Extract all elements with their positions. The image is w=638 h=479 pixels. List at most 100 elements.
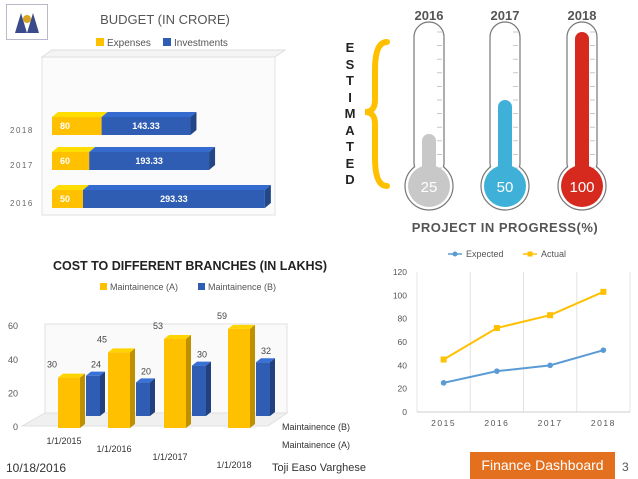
thermometer-year: 2018 (568, 8, 597, 23)
bar-top (58, 373, 85, 378)
legend-marker (452, 251, 458, 257)
data-point (440, 356, 447, 363)
bar-top (86, 371, 105, 376)
estimated-letter: E (345, 40, 355, 55)
estimated-letter: E (345, 155, 355, 171)
legend-label: Actual (541, 249, 566, 259)
bar-top (52, 147, 96, 152)
data-label: 45 (97, 334, 107, 344)
estimated-letter: I (348, 89, 352, 105)
data-label: 30 (47, 360, 57, 370)
x-tick-label: 1/1/2016 (96, 444, 131, 454)
y-tick-label: 0 (13, 422, 18, 432)
bar-side (206, 361, 211, 416)
bar-top (101, 112, 197, 117)
legend-swatch (100, 283, 107, 290)
y-tick-label: 120 (393, 267, 407, 277)
bar-top (108, 348, 135, 353)
y-tick-label: 40 (398, 360, 408, 370)
x-tick-label: 2017 (538, 418, 563, 428)
bar-top (192, 361, 211, 366)
data-point (440, 380, 447, 386)
bar-top (52, 112, 108, 117)
x-tick-label: 1/1/2017 (152, 452, 187, 462)
bar (52, 117, 102, 135)
bar (89, 152, 210, 170)
page-number: 3 (622, 460, 629, 474)
chart-wall-top (40, 49, 287, 58)
legend-label: Expected (466, 249, 504, 259)
category-label: 2017 (10, 161, 34, 170)
data-point (600, 347, 607, 353)
thermometer-year: 2017 (491, 8, 520, 23)
footer-date: 10/18/2016 (6, 461, 67, 475)
data-label: 193.33 (135, 156, 163, 166)
data-label: 20 (141, 366, 151, 376)
depth-label: Maintainence (A) (282, 440, 350, 450)
data-point (494, 368, 500, 374)
bar (136, 382, 150, 416)
estimated-letter: D (345, 172, 355, 187)
bar (108, 352, 130, 428)
legend-label: Maintainence (A) (110, 282, 178, 292)
y-tick-label: 40 (8, 355, 18, 365)
legend-marker (527, 251, 533, 257)
legend-swatch (163, 38, 171, 46)
thermometer-bulb (484, 165, 526, 207)
project-progress-chart: Expected Actual 0 20 40 60 80 100 120 2015 2016 201… (393, 249, 631, 428)
thermometer-chart: 2016 25 2017 50 2018 100 PROJECT IN PROGRESS(%… (364, 8, 607, 235)
bar-side (264, 185, 271, 208)
x-tick-label: 2015 (431, 418, 456, 428)
x-tick-label: 1/1/2018 (216, 460, 251, 470)
data-point (547, 362, 553, 369)
bar-top (83, 185, 271, 190)
data-label: 293.33 (160, 194, 188, 204)
bar (58, 377, 80, 428)
bar-side (100, 371, 105, 416)
chart-title: PROJECT IN PROGRESS(%) (412, 220, 599, 235)
bar-top (164, 334, 191, 339)
data-label: 59 (217, 311, 227, 321)
estimated-letter: S (345, 56, 355, 72)
data-label: 30 (197, 350, 207, 360)
thermometer-bulb (408, 165, 450, 207)
bar-side (250, 324, 255, 428)
chart-title: BUDGET (IN CRORE) (100, 12, 230, 27)
legend-swatch (96, 38, 104, 46)
thermometer-bulb (561, 165, 603, 207)
legend-label: Investments (174, 38, 228, 49)
footer-author: Toji Easo Varghese (272, 462, 366, 474)
bar (101, 117, 191, 135)
estimated-letter: T (346, 73, 354, 88)
bar (228, 328, 250, 428)
series-line (443, 290, 604, 361)
bar-top (256, 358, 275, 363)
bar-side (80, 373, 85, 428)
brace-icon (364, 39, 390, 189)
bar (52, 152, 90, 170)
bar (86, 375, 100, 416)
data-point (600, 288, 607, 295)
chart-title: COST TO DIFFERENT BRANCHES (IN LAKHS) (53, 259, 327, 273)
footer-dashboard-tag: Finance Dashboard (470, 452, 615, 479)
budget-chart: BUDGET (IN CRORE) Expenses Investments 2016… (10, 12, 287, 216)
bar-side (209, 147, 216, 170)
legend-swatch (198, 283, 205, 290)
data-point (547, 312, 554, 319)
data-label: 32 (261, 346, 271, 356)
estimated-letter: A (345, 122, 355, 138)
institution-logo (6, 4, 48, 40)
bar-top (89, 147, 216, 152)
bar-side (190, 112, 197, 135)
legend-label: Maintainence (B) (208, 282, 276, 292)
y-tick-label: 20 (398, 384, 408, 394)
bar-top (228, 324, 255, 329)
data-label: 50 (60, 194, 70, 204)
thermometer-fill (575, 32, 589, 178)
data-label: 143.33 (132, 121, 160, 131)
thermometer-inner (415, 23, 443, 179)
x-tick-label: 2016 (484, 418, 509, 428)
bar-top (136, 378, 155, 383)
legend-label: Expenses (107, 38, 151, 49)
data-label: 80 (60, 121, 70, 131)
